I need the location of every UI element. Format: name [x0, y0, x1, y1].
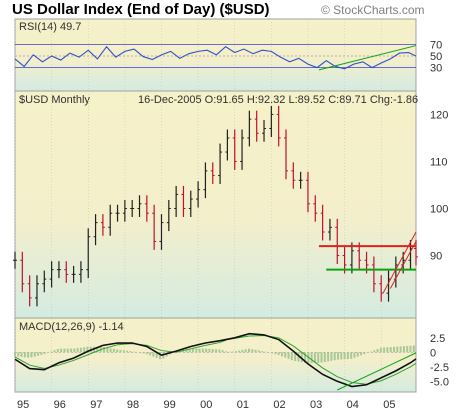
x-tick-label-1: 96 [54, 399, 66, 411]
price-channel-line-0 [389, 241, 417, 289]
x-tick-label-8: 03 [310, 399, 322, 411]
price-label-left: $USD Monthly [19, 94, 90, 106]
macd-tick-label-0: 2.5 [430, 333, 445, 345]
x-tick-label-9: 04 [347, 399, 359, 411]
macd-label: MACD(12,26,9) -1.14 [19, 321, 124, 333]
x-tick-label-2: 97 [90, 399, 102, 411]
macd-tick-label-1: 0 [430, 347, 436, 359]
price-panel-bg [14, 90, 417, 319]
rsi-tick-label-1: 50 [430, 51, 442, 63]
price-tick-label-0: 120 [430, 109, 448, 121]
x-tick-label-5: 00 [200, 399, 212, 411]
macd-signal-line [14, 334, 417, 385]
rsi-tick-label-0: 70 [430, 39, 442, 51]
macd-trendline [337, 352, 417, 391]
chart-title: US Dollar Index (End of Day) ($USD) [12, 1, 270, 18]
price-tick-label-1: 110 [430, 156, 448, 168]
x-tick-label-10: 05 [383, 399, 395, 411]
rsi-trendline [318, 45, 417, 71]
macd-layer [14, 332, 417, 391]
rsi-layer [14, 44, 417, 71]
price-tick-label-2: 100 [430, 204, 448, 216]
rsi-label: RSI(14) 49.7 [19, 21, 81, 33]
x-tick-label-4: 99 [163, 399, 175, 411]
price-channel-line-1 [382, 231, 417, 294]
price-label-right: 16-Dec-2005 O:91.65 H:92.32 L:89.52 C:89… [138, 94, 418, 106]
price-layer [13, 105, 418, 307]
rsi-tick-label-2: 30 [430, 63, 442, 75]
price-tick-label-3: 90 [430, 251, 442, 263]
x-tick-label-7: 02 [273, 399, 285, 411]
x-tick-label-0: 95 [17, 399, 29, 411]
macd-tick-label-2: -2.5 [430, 362, 449, 374]
macd-line [14, 332, 417, 388]
x-tick-label-3: 98 [127, 399, 139, 411]
macd-tick-label-3: -5.0 [430, 376, 449, 388]
watermark: © StockCharts.com [321, 3, 425, 17]
rsi-line [14, 45, 417, 70]
x-tick-label-6: 01 [237, 399, 249, 411]
